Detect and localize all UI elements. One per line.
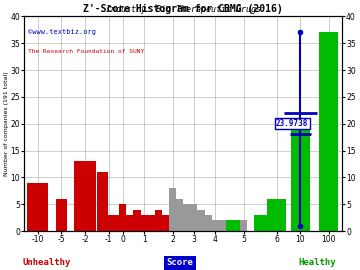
Bar — [212, 220, 219, 231]
Bar — [27, 183, 48, 231]
Title: Z'-Score Histogram for CBMG (2016): Z'-Score Histogram for CBMG (2016) — [83, 4, 283, 14]
Bar — [183, 204, 190, 231]
Bar — [140, 215, 148, 231]
Bar — [134, 210, 140, 231]
Bar — [169, 188, 176, 231]
Bar — [240, 220, 247, 231]
Bar — [97, 172, 108, 231]
Text: Healthy: Healthy — [298, 258, 336, 267]
Bar — [176, 199, 183, 231]
Bar — [233, 220, 240, 231]
Text: 23.9738: 23.9738 — [276, 119, 309, 128]
Bar — [105, 215, 112, 231]
Bar — [74, 161, 95, 231]
Bar — [197, 210, 204, 231]
Text: ©www.textbiz.org: ©www.textbiz.org — [28, 29, 96, 35]
Bar — [190, 204, 197, 231]
Bar — [162, 215, 169, 231]
Bar — [112, 215, 119, 231]
Bar — [56, 199, 67, 231]
Text: Unhealthy: Unhealthy — [23, 258, 71, 267]
Y-axis label: Number of companies (191 total): Number of companies (191 total) — [4, 71, 9, 176]
Bar — [254, 215, 261, 231]
Bar — [155, 210, 162, 231]
Bar — [267, 199, 286, 231]
Bar — [291, 124, 310, 231]
Text: Industry: Bio Therapeutic Drugs: Industry: Bio Therapeutic Drugs — [106, 5, 261, 14]
Bar — [204, 215, 212, 231]
Bar — [319, 32, 338, 231]
Bar — [148, 215, 155, 231]
Bar — [119, 204, 126, 231]
Text: The Research Foundation of SUNY: The Research Foundation of SUNY — [28, 49, 144, 53]
Bar — [219, 220, 226, 231]
Bar — [126, 215, 134, 231]
Bar — [261, 215, 269, 231]
Bar — [226, 220, 233, 231]
Text: Score: Score — [167, 258, 193, 267]
